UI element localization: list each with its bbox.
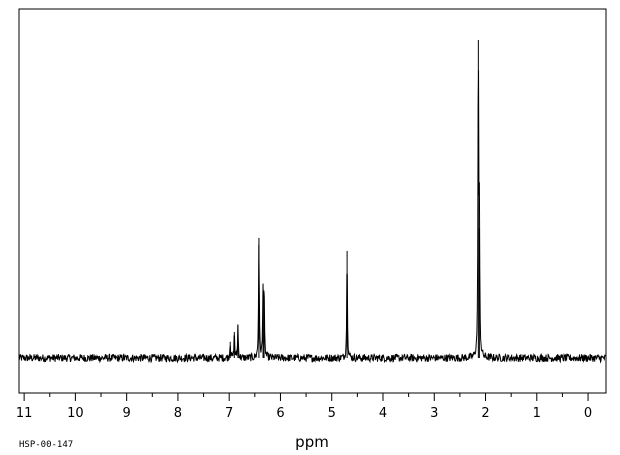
tick-label-4: 4 — [379, 406, 387, 421]
tick-label-5: 5 — [328, 406, 336, 421]
tick-label-1: 1 — [533, 406, 541, 421]
x-axis-ticks — [23, 393, 589, 401]
spectrum-trace — [18, 70, 607, 364]
x-axis-tick-labels: 11 10 9 8 7 6 5 4 3 2 1 0 — [16, 406, 592, 421]
x-axis-title: ppm — [295, 433, 329, 451]
tick-label-0: 0 — [584, 406, 592, 421]
tick-label-7: 7 — [225, 406, 233, 421]
tick-label-2: 2 — [481, 406, 489, 421]
tick-label-11: 11 — [16, 406, 33, 421]
spectrum-code-label: HSP-00-147 — [19, 440, 73, 450]
tick-label-8: 8 — [174, 406, 182, 421]
tick-label-6: 6 — [276, 406, 284, 421]
tick-label-9: 9 — [123, 406, 131, 421]
spectrum-layer — [18, 40, 607, 364]
tick-label-10: 10 — [67, 406, 84, 421]
tick-label-3: 3 — [430, 406, 438, 421]
plot-frame — [18, 8, 607, 394]
